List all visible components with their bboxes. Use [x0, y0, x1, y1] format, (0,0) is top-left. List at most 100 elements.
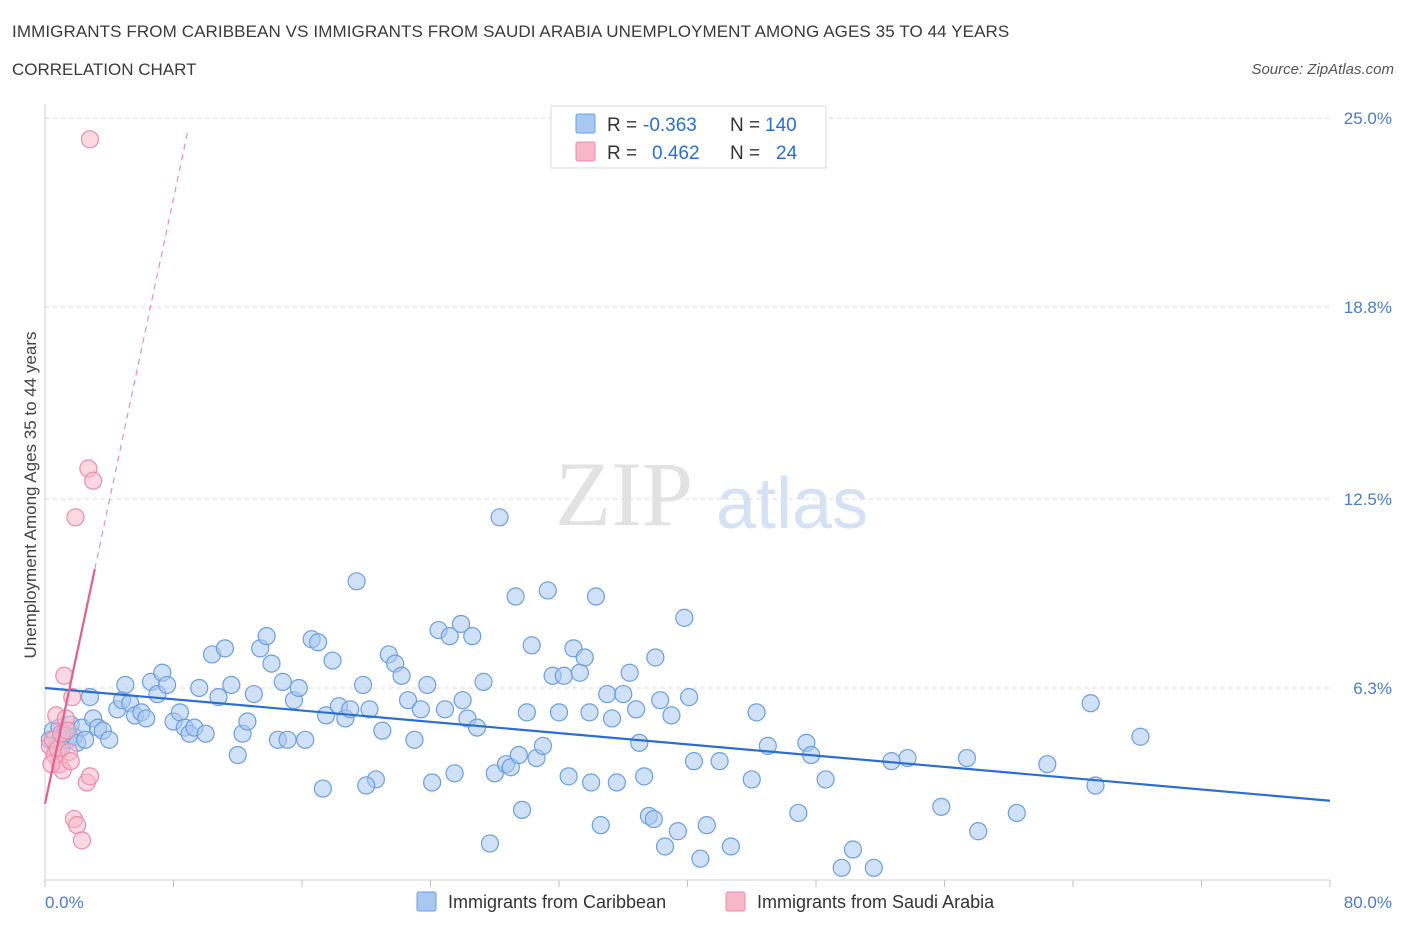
- caribbean-point-129: [816, 770, 835, 789]
- caribbean-point-124: [747, 703, 766, 722]
- caribbean-point-117: [675, 608, 694, 627]
- caribbean-point-60: [353, 675, 373, 695]
- caribbean-point-100: [580, 703, 599, 722]
- caribbean-point-139: [1081, 694, 1100, 713]
- caribbean-point-142: [357, 776, 376, 795]
- gridlines: [45, 117, 1330, 689]
- caribbean-point-54: [316, 706, 336, 725]
- caribbean-point-50: [289, 678, 308, 698]
- caribbean-point-71: [423, 773, 442, 792]
- watermark: ZIP atlas: [555, 443, 868, 545]
- caribbean-point-92: [538, 581, 557, 600]
- x-tick-labels: 0.0% 80.0%: [45, 893, 1392, 912]
- caribbean-point-79: [467, 718, 487, 737]
- caribbean-point-63: [373, 721, 392, 740]
- caribbean-point-34: [196, 724, 215, 743]
- caribbean-point-29: [170, 703, 190, 722]
- saudi-point-16: [68, 816, 87, 835]
- caribbean-point-45: [262, 654, 281, 673]
- caribbean-point-44: [257, 627, 276, 646]
- caribbean-point-76: [451, 614, 471, 634]
- source-credit: Source: ZipAtlas.com: [1251, 61, 1394, 78]
- caribbean-point-106: [614, 684, 633, 704]
- caribbean-point-38: [222, 675, 241, 695]
- caribbean-point-89: [522, 636, 541, 655]
- y-tick-labels: 6.3% 12.5% 18.8% 25.0%: [1344, 109, 1392, 698]
- y-tick-label-3: 25.0%: [1344, 109, 1392, 128]
- caribbean-point-75: [445, 764, 464, 783]
- bottom-legend: Immigrants from Caribbean Immigrants fro…: [416, 891, 995, 912]
- trend-lines: [43, 130, 1331, 805]
- saudi-point-10: [58, 721, 77, 740]
- legend-swatch-caribbean: [575, 113, 596, 134]
- caribbean-point-41: [238, 712, 257, 731]
- caribbean-point-95: [554, 666, 573, 685]
- trend-line-caribbean: [44, 686, 1331, 802]
- caribbean-point-55: [323, 651, 342, 670]
- caribbean-point-122: [710, 752, 729, 771]
- caribbean-point-121: [697, 816, 716, 835]
- legend-r-value-saudi: 0.462: [652, 143, 700, 164]
- y-tick-label-1: 12.5%: [1344, 490, 1392, 509]
- caribbean-point-88: [517, 703, 536, 722]
- caribbean-point-99: [575, 648, 594, 667]
- caribbean-point-81: [480, 834, 500, 853]
- caribbean-point-53: [308, 633, 328, 652]
- trend-line-saudi-extended: [94, 130, 189, 570]
- top-legend: R = -0.363 N = 140 R = 0.462 N = 24: [550, 105, 827, 169]
- caribbean-point-101: [586, 587, 606, 606]
- legend-r-label-caribbean: R =: [607, 115, 637, 136]
- caribbean-point-102: [591, 816, 610, 835]
- caribbean-point-107: [620, 663, 639, 682]
- caribbean-point-61: [360, 700, 379, 719]
- caribbean-point-131: [843, 840, 863, 859]
- legend-swatch-saudi: [575, 141, 596, 162]
- caribbean-point-19: [116, 675, 135, 695]
- caribbean-point-39: [228, 745, 247, 765]
- caribbean-point-48: [278, 730, 297, 749]
- caribbean-point-109: [630, 733, 649, 752]
- chart-title: IMMIGRANTS FROM CARIBBEAN VS IMMIGRANTS …: [12, 22, 1010, 41]
- legend-r-label-saudi: R =: [607, 143, 637, 164]
- caribbean-point-33: [190, 678, 209, 698]
- trend-line-saudi: [43, 568, 96, 805]
- caribbean-point-146: [453, 691, 472, 710]
- y-axis-label: Unemployment Among Ages 35 to 44 years: [21, 332, 40, 659]
- caribbean-point-132: [864, 858, 883, 877]
- caribbean-point-116: [668, 822, 687, 841]
- legend-n-value-saudi: 24: [776, 143, 798, 164]
- caribbean-point-138: [1038, 755, 1057, 774]
- top-legend-box: [550, 105, 827, 169]
- caribbean-point-123: [721, 837, 740, 856]
- caribbean-point-118: [680, 688, 699, 707]
- caribbean-point-136: [969, 822, 988, 841]
- caribbean-point-108: [626, 700, 646, 719]
- caribbean-points: [40, 508, 1150, 877]
- caribbean-point-130: [832, 858, 851, 877]
- caribbean-point-94: [549, 703, 569, 722]
- caribbean-point-23: [137, 709, 156, 728]
- caribbean-point-91: [533, 736, 553, 755]
- caribbean-point-126: [789, 803, 808, 823]
- caribbean-point-87: [512, 800, 532, 819]
- caribbean-point-115: [662, 706, 681, 725]
- caribbean-point-73: [435, 700, 455, 719]
- caribbean-point-119: [684, 752, 704, 771]
- caribbean-point-67: [398, 691, 418, 710]
- caribbean-point-27: [157, 675, 177, 695]
- caribbean-point-37: [215, 639, 234, 658]
- caribbean-point-80: [474, 672, 493, 691]
- x-tick-label-0: 0.0%: [45, 893, 84, 912]
- chart-subtitle: CORRELATION CHART: [12, 60, 197, 79]
- legend-n-label-caribbean: N =: [730, 115, 760, 136]
- caribbean-point-98: [570, 663, 589, 682]
- caribbean-point-11: [76, 730, 95, 749]
- saudi-point-20: [80, 767, 100, 786]
- watermark-zip: ZIP: [555, 443, 693, 545]
- caribbean-point-86: [506, 587, 525, 606]
- y-tick-label-0: 6.3%: [1353, 679, 1392, 698]
- caribbean-point-74: [440, 627, 459, 646]
- caribbean-point-134: [932, 797, 951, 816]
- caribbean-point-16: [100, 730, 119, 749]
